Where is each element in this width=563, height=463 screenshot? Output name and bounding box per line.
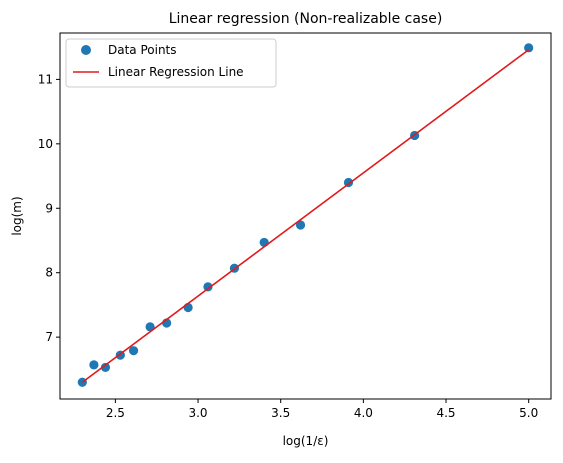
x-axis-label: log(1/ε): [283, 434, 329, 448]
legend-label-data-points: Data Points: [108, 43, 177, 57]
legend-frame: [65, 38, 277, 88]
chart-title: Linear regression (Non-realizable case): [169, 11, 443, 27]
regression-line: [81, 49, 530, 383]
y-tick-label: 9: [45, 201, 53, 215]
y-tick-label: 10: [38, 137, 53, 151]
x-tick-label: 4.0: [354, 406, 373, 420]
plot-frame: [59, 32, 552, 400]
legend: Data Points Linear Regression Line: [65, 38, 277, 88]
x-tick-label: 5.0: [519, 406, 538, 420]
x-tick-label: 3.5: [271, 406, 290, 420]
legend-marker-data-points: [81, 45, 91, 55]
x-tick-label: 4.5: [436, 406, 455, 420]
data-point: [100, 362, 111, 373]
data-point: [128, 346, 139, 356]
data-point: [259, 237, 269, 248]
y-tick-label: 7: [45, 330, 53, 344]
series-layer: [77, 43, 534, 387]
x-tick-label: 3.0: [188, 406, 207, 420]
data-point: [524, 43, 534, 53]
x-axis-ticks: 2.5 3.0 3.5 4.0 4.5 5.0: [106, 399, 538, 420]
y-axis-ticks: 7 8 9 10 11: [38, 72, 60, 344]
data-point: [295, 220, 306, 230]
x-tick-label: 2.5: [106, 406, 125, 420]
data-point: [203, 282, 213, 292]
y-tick-label: 8: [45, 266, 53, 280]
data-point: [89, 360, 99, 370]
y-axis-label: log(m): [10, 196, 24, 235]
y-tick-label: 11: [38, 72, 53, 86]
legend-label-regression-line: Linear Regression Line: [108, 65, 244, 79]
